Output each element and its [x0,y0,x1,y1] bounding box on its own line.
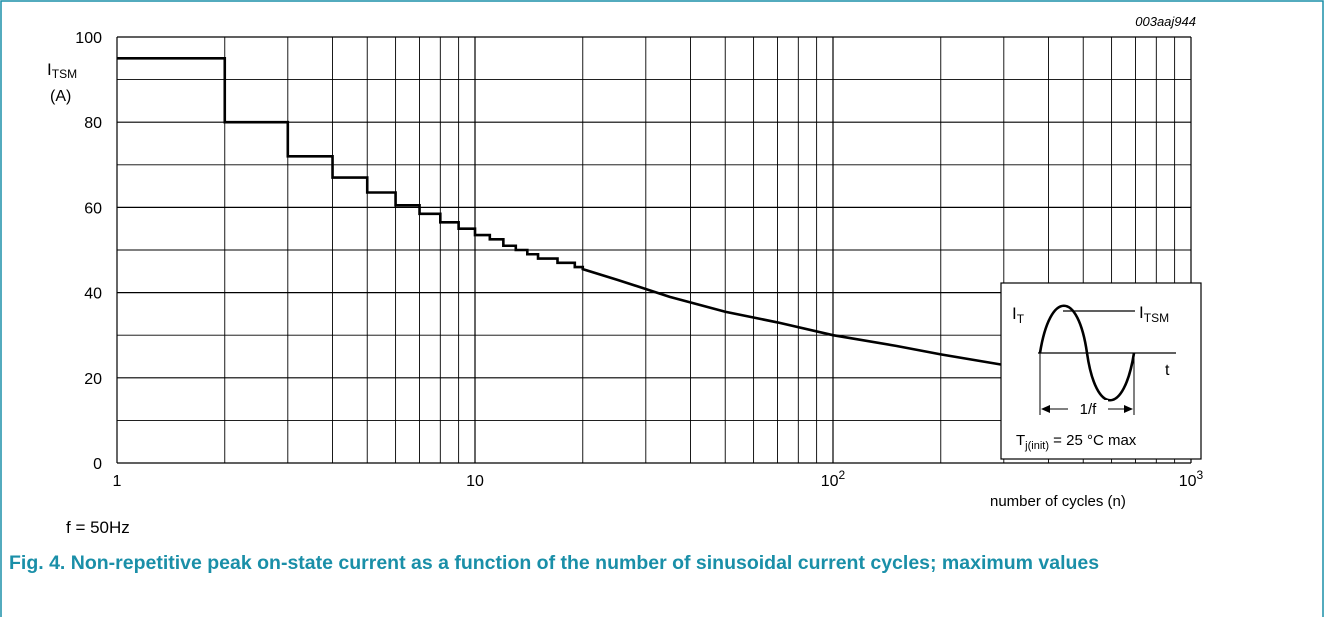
inset-t-label: t [1165,362,1170,379]
x-tick-label: 10 [466,473,484,490]
y-tick-label: 80 [84,115,102,132]
inset-condition-main: T [1016,432,1025,449]
waveform-inset: IT ITSM t 1/f Tj(init) = 25 °C max [1000,282,1202,460]
x-tick-exponent: 3 [1197,468,1204,482]
x-tick-base: 10 [1179,473,1197,490]
inset-itsm-main: I [1139,303,1144,322]
inset-period-label: 1/f [1080,401,1098,418]
y-tick-label: 100 [75,30,102,47]
inset-arrowhead-right [1124,405,1133,413]
y-axis-label-sub: TSM [52,67,77,81]
inset-it-main: I [1012,304,1017,323]
inset-condition-sub: j(init) [1024,440,1049,452]
frequency-note: f = 50Hz [66,518,130,537]
y-axis-label-main: I [47,60,52,79]
inset-sine-wave [1038,304,1136,402]
inset-period-label-bg [1068,400,1108,418]
inset-condition-label: Tj(init) = 25 °C max [1016,432,1137,452]
x-tick-exponent: 2 [839,468,846,482]
x-tick-label: 103 [1179,468,1204,490]
figure-caption: Fig. 4. Non-repetitive peak on-state cur… [9,552,1100,574]
inset-it-label: IT [1012,304,1025,326]
x-tick-base: 10 [466,473,484,490]
y-tick-label: 40 [84,286,102,303]
inset-arrowhead-left [1041,405,1050,413]
y-tick-label: 20 [84,371,102,388]
inset-it-sub: T [1017,312,1025,326]
inset-itsm-label: ITSM [1139,303,1169,325]
inset-condition-rest: = 25 °C max [1049,432,1137,449]
inset-itsm-sub: TSM [1144,311,1169,325]
y-tick-labels: 0 20 40 60 80 100 [75,30,102,473]
x-tick-label: 1 [113,473,122,490]
inset-box [1000,282,1202,460]
x-axis-label: number of cycles (n) [990,493,1126,510]
figure-id-label: 003aaj944 [1135,14,1196,29]
x-tick-base: 1 [113,473,122,490]
series-line-itsm [117,57,1005,367]
y-axis-label: ITSM [47,60,77,81]
y-tick-label: 0 [93,456,102,473]
x-tick-base: 10 [821,473,839,490]
x-tick-labels: 1 10 102 103 [113,468,1204,490]
y-tick-label: 60 [84,200,102,217]
y-axis-unit: (A) [50,88,71,105]
x-tick-label: 102 [821,468,846,490]
